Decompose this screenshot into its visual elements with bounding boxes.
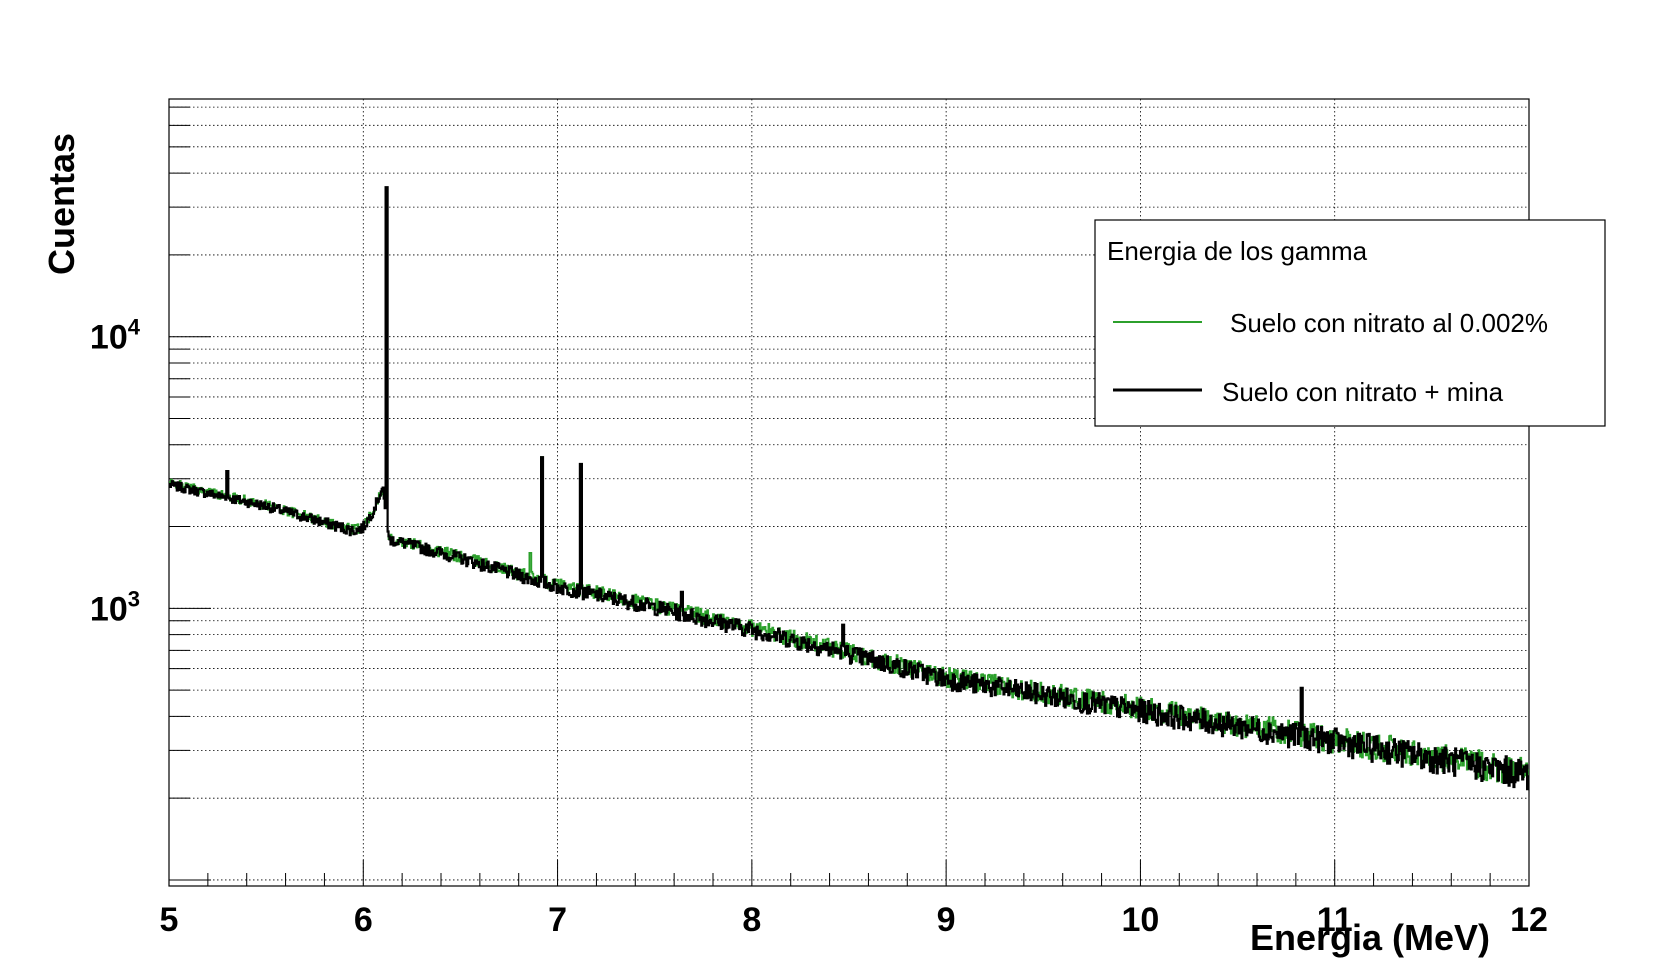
grid [169, 99, 1529, 886]
axis-ticks [168, 106, 1530, 886]
x-tick-label: 5 [160, 901, 179, 939]
x-tick-label: 11 [1317, 901, 1353, 939]
series-line-nitrato-mina [168, 186, 1530, 791]
y-axis-title: Cuentas [41, 133, 82, 275]
legend: Energia de los gamma Suelo con nitrato a… [1094, 219, 1606, 427]
y-tick-label: 103 [90, 586, 140, 628]
legend-label-green: Suelo con nitrato al 0.002% [1230, 308, 1548, 338]
x-tick-label: 8 [742, 901, 761, 939]
legend-title: Energia de los gamma [1107, 236, 1368, 266]
y-tick-label: 104 [90, 315, 141, 357]
x-tick-label: 12 [1510, 901, 1548, 939]
x-tick-label: 10 [1122, 901, 1160, 939]
x-tick-label: 7 [548, 901, 567, 939]
legend-label-black: Suelo con nitrato + mina [1222, 377, 1504, 407]
tick-labels: 5 6 7 8 9 10 11 12 103 104 [90, 315, 1548, 939]
plot-frame [168, 98, 1530, 887]
x-axis-title: Energia (MeV) [1250, 917, 1490, 958]
x-tick-label: 6 [354, 901, 373, 939]
series-layer [168, 186, 1530, 791]
x-tick-label: 9 [937, 901, 956, 939]
